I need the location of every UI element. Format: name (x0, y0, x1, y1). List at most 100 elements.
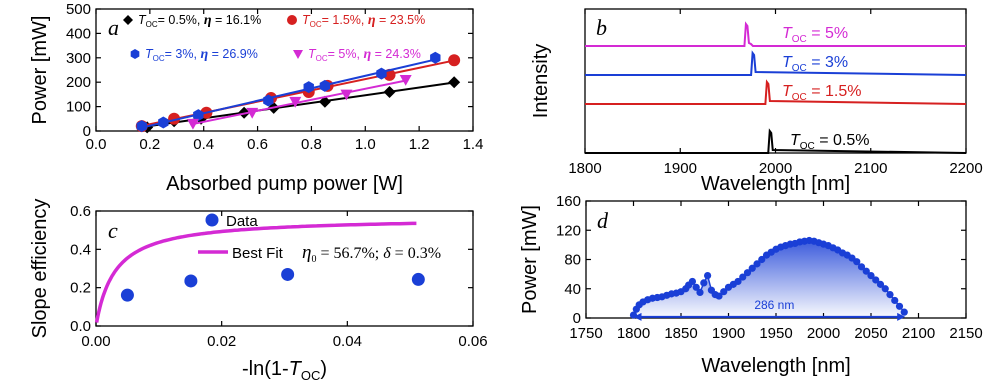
data-point (688, 277, 697, 286)
data-point (692, 283, 700, 291)
x-tick-label: 1800 (617, 325, 650, 342)
axes-frame (95, 8, 474, 132)
legend-sub: OC (153, 54, 165, 63)
axes-frame (584, 8, 967, 154)
y-tick-label: 160 (556, 193, 581, 210)
fit-delta: δ (383, 245, 391, 262)
data-point (411, 272, 425, 286)
label-sub: OC (792, 34, 807, 45)
data-point (318, 95, 331, 108)
fit-eta-sub: 0 (311, 254, 316, 265)
x-axis-label: Absorbed pump power [W] (166, 173, 403, 195)
data-point (867, 271, 875, 280)
legend-marker (123, 15, 133, 25)
y-tick-label: 80 (564, 252, 581, 269)
fit-line-3 (190, 79, 409, 126)
x-tick-label: 1900 (712, 325, 745, 342)
data-point (753, 260, 761, 268)
x-tick-label: 1.2 (409, 136, 430, 153)
data-point (319, 79, 331, 92)
x-tick-label: 0.4 (193, 136, 214, 153)
y-axis-label: Slope efficiency (29, 199, 51, 339)
x-tick-label: 1850 (664, 325, 697, 342)
y-tick-label: 200 (66, 74, 91, 91)
data-point (853, 258, 861, 266)
data-point (715, 292, 723, 300)
label-t: T (782, 54, 793, 71)
label-sub: OC (792, 63, 807, 74)
data-point (289, 96, 302, 108)
panel-label: c (108, 218, 118, 243)
panel-d-chart: 1750 1800 1850 1900 1950 2000 2050 2100 2150 0 40 8… (519, 193, 983, 377)
spectrum-fill (633, 240, 905, 318)
legend-marker-data (205, 213, 219, 227)
y-tick-label: 300 (66, 50, 91, 67)
x-tick-label: 2050 (854, 325, 887, 342)
y-tick-label: 0.6 (70, 203, 91, 220)
x-tick-label: 0.2 (139, 136, 160, 153)
xlabel-prefix: -ln(1- (242, 358, 289, 380)
x-tick-label: 2200 (949, 160, 982, 177)
data-point (696, 288, 704, 297)
x-tick-label: 0.8 (301, 136, 322, 153)
x-tick-label: 1.0 (355, 136, 376, 153)
label-sub: OC (792, 92, 807, 103)
data-point (862, 267, 870, 275)
panel-label: b (596, 15, 607, 40)
data-point (186, 118, 199, 130)
spectrum-label: TOC = 1.5% (782, 83, 861, 103)
legend-value: = 3%, (165, 47, 201, 61)
y-tick-label: 0.0 (70, 318, 91, 335)
axes-frame (95, 210, 474, 327)
spectrum-label: TOC = 3% (782, 54, 848, 74)
panel-a-chart: 0.0 0.2 0.4 0.6 0.8 1.0 1.2 1.4 0 100 200 300 400 500… (29, 1, 483, 195)
spectrum-line-0 (585, 21, 966, 47)
data-point (281, 267, 295, 281)
x-tick-label: 2100 (854, 160, 887, 177)
legend-entry: TOC= 1.5%, η = 23.5% (302, 13, 425, 29)
data-point (876, 280, 885, 288)
data-point (758, 255, 766, 264)
y-tick-label: 120 (556, 222, 581, 239)
legend-marker (287, 15, 297, 25)
legend-t: T (145, 47, 154, 61)
legend-value: = 0.5%, (158, 13, 204, 27)
panel-b-chart: 1800 1900 2000 2100 2200 Wavelength [nm] Inten… (530, 8, 983, 195)
data-point (120, 288, 134, 302)
x-tick-label: 2000 (807, 325, 840, 342)
fit-parameters: η0 = 56.7%; δ = 0.3% (302, 242, 441, 265)
panel-label: d (597, 208, 609, 233)
label-value: = 1.5% (807, 83, 862, 100)
data-point (399, 74, 412, 86)
legend-entry: TOC= 3%, η = 26.9% (145, 47, 258, 63)
data-point (743, 269, 752, 277)
fit-delta-value: = 0.3% (391, 245, 441, 262)
legend-sub: OC (310, 20, 322, 29)
label-value: = 0.5% (815, 132, 870, 149)
data-point (340, 89, 353, 101)
legend-t: T (308, 47, 317, 61)
x-axis-label: Wavelength [nm] (701, 355, 850, 377)
legend-eta: η (368, 13, 376, 28)
data-point (739, 273, 747, 281)
panel-label: a (108, 15, 119, 40)
data-point (448, 54, 461, 67)
legend-eta: η (363, 47, 371, 62)
data-point (136, 120, 147, 133)
legend-entry: TOC= 5%, η = 24.3% (308, 47, 421, 63)
fit-line-2 (138, 57, 439, 130)
data-point (720, 288, 728, 296)
legend-eta-value: = 26.9% (208, 47, 258, 61)
y-tick-label: 0 (573, 310, 581, 327)
data-point (448, 76, 461, 89)
label-t: T (782, 25, 793, 42)
x-tick-label: 0.00 (81, 333, 110, 350)
y-axis-label: Power [mW] (519, 205, 541, 314)
arrow-head-left (633, 312, 642, 321)
y-tick-label: 400 (66, 25, 91, 42)
data-point (184, 274, 198, 288)
label-t: T (782, 83, 793, 100)
legend-marker (293, 50, 303, 59)
label-value: = 5% (807, 25, 848, 42)
y-tick-label: 40 (564, 281, 581, 298)
